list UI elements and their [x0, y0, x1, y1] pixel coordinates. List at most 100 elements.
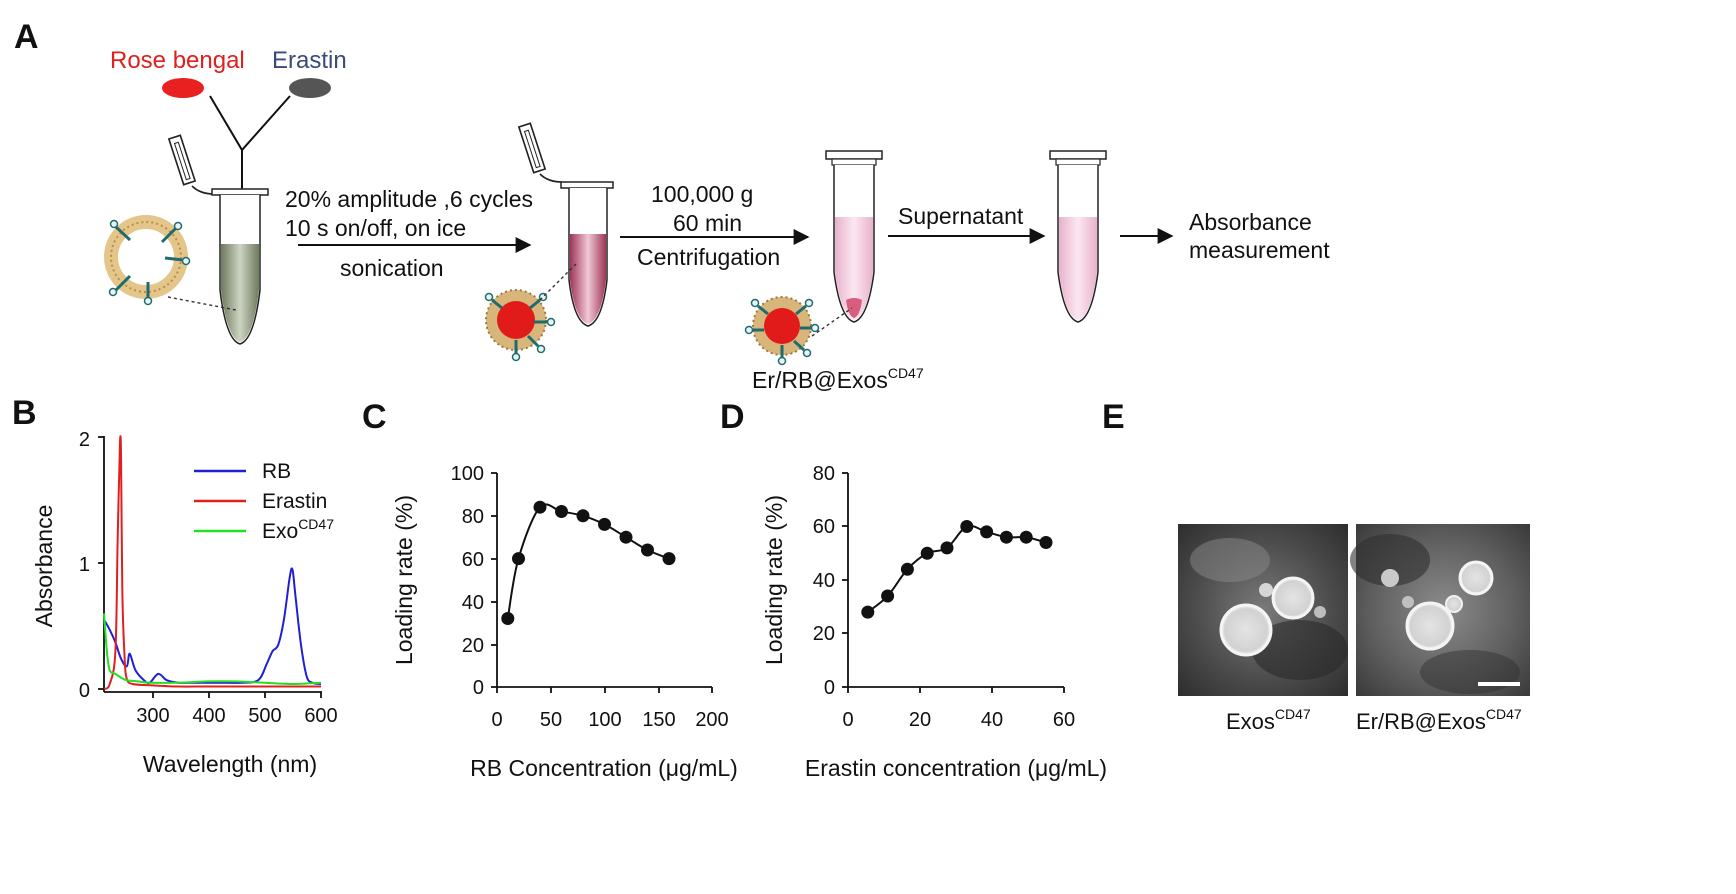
chart-c-xtick: 0 [491, 709, 502, 731]
chart-c-ytick: 100 [451, 463, 484, 485]
chart-c-data-point [533, 500, 547, 514]
step1-label: sonication [340, 255, 444, 281]
reagent-merge-lines [209, 95, 291, 194]
step4-line2: measurement [1189, 237, 1330, 263]
chart-d-data-point [920, 546, 934, 560]
chart-c-xtick: 200 [695, 709, 728, 731]
chart-b-xtick: 400 [192, 705, 225, 727]
tube-centrifuged-icon [825, 150, 883, 323]
chart-d-xlabel: Erastin concentration (μg/mL) [805, 755, 1107, 781]
chart-d-xtick: 60 [1053, 709, 1075, 731]
chart-d-data-point [960, 520, 974, 533]
panel-label-e: E [1102, 398, 1125, 436]
chart-b-xlabel: Wavelength (nm) [143, 751, 317, 777]
spectrum-line-exo [103, 613, 322, 685]
tem-caption-left: ExosCD47 [1226, 706, 1311, 734]
loaded-exosome-icon [484, 289, 556, 362]
step3-label: Supernatant [898, 203, 1024, 229]
chart-c-data-point [619, 530, 633, 544]
chart-d-data-point [999, 530, 1013, 544]
chart-b-ytick: 2 [79, 429, 90, 451]
loaded-exosome-pointer [539, 261, 579, 301]
legend-label-rb: RB [262, 460, 291, 483]
chart-d-data-point [980, 525, 994, 539]
chart-b-axes [98, 436, 322, 698]
spectrum-line-rb [103, 567, 322, 685]
chart-d-ytick: 40 [813, 570, 835, 592]
chart-b-series-group [103, 435, 322, 690]
chart-d-fit-line [867, 524, 1047, 613]
tem-caption-right: Er/RB@ExosCD47 [1356, 706, 1522, 734]
tube-supernatant-icon [1049, 150, 1107, 323]
chart-d-xtick: 0 [842, 709, 853, 731]
rb-loading-chart: 100 80 60 40 20 0 0 50 100 150 200 RB Co… [391, 463, 738, 781]
chart-c-xtick: 50 [540, 709, 562, 731]
chart-c-data-point [598, 517, 611, 531]
chart-c-ytick: 60 [462, 549, 484, 571]
chart-c-axes [491, 472, 713, 693]
chart-c-ytick: 20 [462, 635, 484, 657]
chart-b-xtick: 300 [136, 705, 169, 727]
panel-label-a: A [14, 18, 39, 56]
chart-c-xtick: 100 [588, 709, 621, 731]
sonicator-probe-icon [517, 122, 563, 183]
step4-line1: Absorbance [1189, 209, 1312, 235]
product-pointer [811, 307, 853, 337]
chart-b-ylabel: Absorbance [31, 505, 57, 628]
legend-label-erastin: Erastin [262, 490, 327, 513]
chart-d-ylabel: Loading rate (%) [761, 495, 787, 665]
chart-c-fit-line [506, 503, 670, 619]
chart-c-xlabel: RB Concentration (μg/mL) [470, 755, 738, 781]
chart-b-xtick: 500 [248, 705, 281, 727]
erastin-drop [289, 78, 331, 98]
panel-label-b: B [12, 394, 37, 432]
chart-d-series-group [861, 520, 1053, 619]
chart-c-series-group [501, 500, 676, 625]
erastin-loading-chart: 80 60 40 20 0 0 20 40 60 Erastin concent… [761, 463, 1107, 781]
chart-d-xtick: 40 [981, 709, 1003, 731]
chart-d-ytick: 0 [824, 677, 835, 699]
chart-c-data-point [641, 543, 654, 557]
step1-line2: 10 s on/off, on ice [285, 215, 466, 241]
chart-c-data-point [512, 552, 525, 566]
chart-c-xtick: 150 [642, 709, 675, 731]
chart-c-data-point [555, 505, 568, 518]
chart-b-xtick: 600 [304, 705, 337, 727]
erastin-label: Erastin [272, 47, 347, 74]
step2-line1: 100,000 g [651, 181, 753, 207]
tem-image-er-rb-exos [1350, 524, 1530, 696]
tube-loaded-icon [560, 181, 614, 327]
product-label: Er/RB@ExosCD47 [752, 365, 924, 393]
chart-b-legend: RB Erastin ExoCD47 [194, 460, 334, 543]
chart-d-data-point [881, 589, 895, 603]
rose-bengal-drop [162, 78, 204, 98]
chart-c-data-point [576, 509, 590, 523]
chart-d-data-point [861, 605, 875, 619]
panel-label-d: D [720, 398, 745, 436]
step2-label: Centrifugation [637, 244, 780, 270]
chart-c-ytick: 80 [462, 506, 484, 528]
tube-initial-icon [211, 188, 269, 345]
rose-bengal-label: Rose bengal [110, 47, 245, 74]
chart-d-ytick: 60 [813, 516, 835, 538]
chart-c-ytick: 40 [462, 592, 484, 614]
chart-d-data-point [1019, 530, 1033, 544]
product-exosome-icon [744, 296, 820, 366]
panel-label-c: C [362, 398, 387, 436]
spectrum-line-erastin [103, 435, 321, 690]
chart-d-xtick: 20 [909, 709, 931, 731]
step2-line2: 60 min [673, 210, 742, 236]
chart-d-axes [842, 472, 1065, 693]
step1-line1: 20% amplitude ,6 cycles [285, 186, 533, 212]
chart-c-data-point [501, 612, 515, 625]
sonicator-probe-icon [167, 134, 215, 195]
absorbance-chart: 2 1 0 300 400 500 600 Wavelength (nm) Ab… [31, 429, 338, 777]
chart-d-data-point [1039, 536, 1053, 549]
scale-bar [1478, 682, 1520, 686]
chart-d-data-point [940, 541, 954, 555]
tem-image-exos [1178, 524, 1348, 696]
exosome-icon [104, 215, 191, 306]
chart-d-data-point [900, 562, 914, 576]
chart-b-ytick: 1 [79, 554, 90, 576]
